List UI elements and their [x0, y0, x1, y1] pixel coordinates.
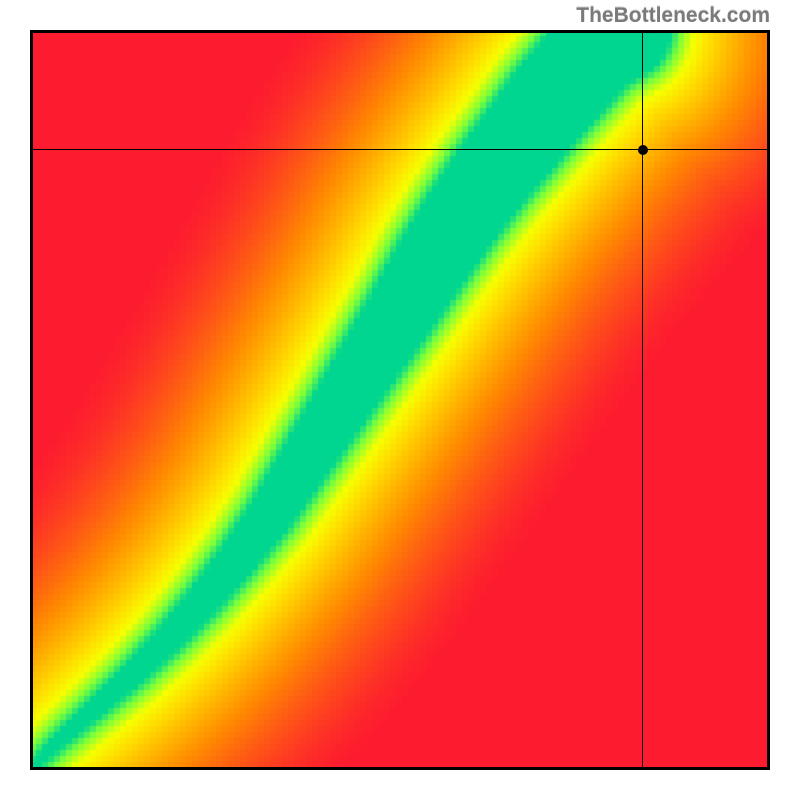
plot-border-right [767, 30, 770, 770]
plot-border-top [30, 30, 770, 33]
crosshair-vertical [642, 30, 643, 770]
plot-border-bottom [30, 767, 770, 770]
watermark-text: TheBottleneck.com [576, 4, 770, 28]
plot-border-left [30, 30, 33, 770]
crosshair-horizontal [30, 149, 770, 150]
crosshair-marker [638, 145, 648, 155]
bottleneck-heatmap [30, 30, 770, 770]
